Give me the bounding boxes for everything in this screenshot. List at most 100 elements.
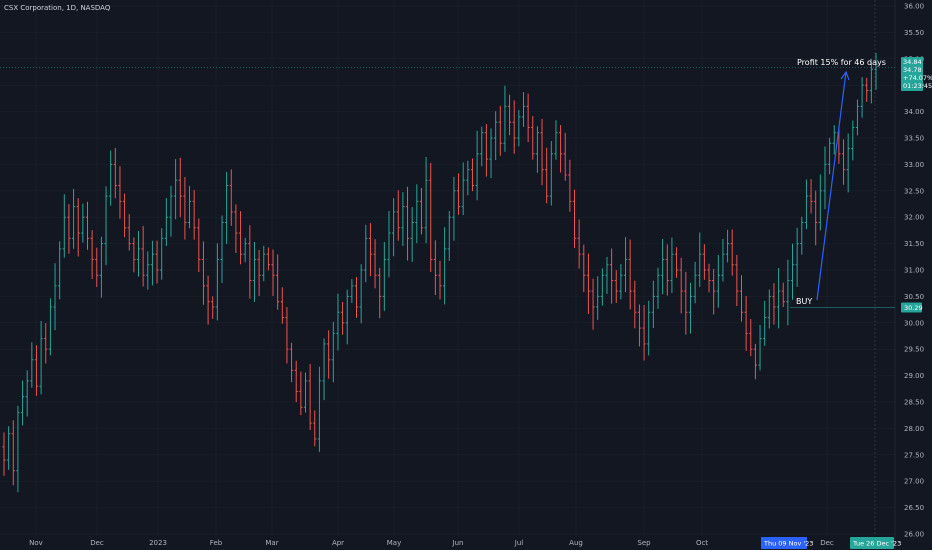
ohlc-bar [7, 426, 11, 470]
x-tick-label: Apr [332, 539, 344, 547]
ohlc-bar [303, 372, 308, 413]
ohlc-bar [614, 270, 618, 303]
profit-label: Profit 15% for 46 days [797, 58, 886, 67]
ohlc-bar [851, 120, 855, 161]
ohlc-bar [665, 244, 669, 296]
ohlc-bar [285, 307, 289, 364]
ohlc-bar [526, 93, 530, 143]
ohlc-bar [568, 159, 572, 212]
ohlc-bar [447, 210, 451, 261]
ohlc-bar [62, 194, 66, 258]
ohlc-bar [16, 405, 20, 493]
x-tick-label: Oct [696, 539, 708, 547]
ohlc-bar [197, 218, 201, 272]
y-tick-label: 31.00 [904, 267, 924, 275]
y-tick-label: 29.50 [904, 346, 924, 354]
ohlc-bar [758, 324, 762, 371]
ohlc-bar [11, 420, 15, 486]
ohlc-bar [772, 283, 776, 325]
ohlc-bar [637, 304, 642, 347]
ohlc-bar [271, 249, 275, 296]
ohlc-bar [25, 370, 29, 417]
ohlc-bar [243, 237, 247, 263]
x-tick-label: 2023 [149, 539, 167, 547]
ohlc-bar [489, 128, 493, 179]
ohlc-bar [735, 254, 739, 307]
ohlc-bar [336, 293, 340, 351]
y-tick-label: 33.00 [904, 161, 924, 169]
x-tick-label: Dec [820, 539, 834, 547]
y-tick-label: 29.00 [904, 372, 924, 380]
ohlc-bar [577, 219, 581, 269]
ohlc-bar [865, 77, 869, 102]
y-tick-label: 27.00 [904, 478, 924, 486]
ohlc-bar [81, 203, 85, 243]
ohlc-bar [475, 130, 479, 201]
time-axis[interactable]: Nov Dec 2023 Feb Mar Apr May Jun Jul Aug Sep Oct Dec [29, 539, 834, 547]
ohlc-bar [169, 185, 173, 237]
ohlc-bar [869, 62, 873, 104]
ohlc-bar [443, 227, 447, 305]
ohlc-bar [498, 105, 502, 156]
ohlc-bar [814, 190, 818, 246]
ohlc-bar [368, 223, 373, 277]
ohlc-bar [155, 240, 159, 284]
ohlc-bar [656, 267, 660, 309]
current-price-badge [901, 57, 923, 91]
ohlc-bar [257, 249, 261, 296]
ohlc-bar [623, 237, 628, 293]
current-price-text: 34.84 [903, 58, 922, 66]
ohlc-bar [776, 268, 781, 329]
ohlc-bar [804, 179, 809, 229]
ohlc-bar [359, 264, 363, 324]
ohlc-bar [790, 243, 795, 300]
ohlc-bar [90, 230, 94, 280]
ohlc-bar [521, 92, 526, 127]
buy-price-badge [901, 302, 922, 313]
ohlc-bar [642, 305, 646, 361]
y-tick-label: 32.50 [904, 187, 924, 195]
ohlc-bar [317, 366, 322, 452]
ohlc-bar [127, 214, 131, 251]
ohlc-bar [178, 157, 182, 218]
chart-title: CSX Corporation, 1D, NASDAQ [4, 4, 111, 12]
ohlc-bar [248, 225, 252, 299]
start-date-text: Thu 09 Nov '23 [763, 540, 813, 548]
ohlc-bar [554, 120, 558, 160]
ohlc-bar [558, 125, 563, 173]
y-tick-label: 27.50 [904, 451, 924, 459]
ohlc-bar [238, 211, 243, 265]
ohlc-bar [122, 193, 127, 238]
x-tick-label: Nov [29, 539, 43, 547]
ohlc-bar [466, 160, 470, 196]
ohlc-bar [262, 245, 266, 282]
ohlc-bar [818, 174, 822, 231]
ohlc-bar [684, 271, 688, 335]
end-date-badge [850, 537, 894, 549]
buy-price-text: 30.29 [904, 304, 923, 312]
ohlc-bar [800, 216, 804, 255]
x-tick-label: Jul [514, 539, 524, 547]
ohlc-bar [373, 239, 377, 289]
ohlc-bar [874, 53, 878, 90]
ohlc-bar [586, 253, 591, 314]
x-tick-label: Sep [637, 539, 651, 547]
ohlc-bar [289, 342, 294, 383]
ohlc-bar [841, 139, 846, 185]
y-tick-label: 30.50 [904, 293, 924, 301]
ohlc-bar [679, 257, 683, 314]
ohlc-bar [832, 125, 836, 155]
y-tick-label: 36.00 [904, 3, 924, 11]
ohlc-bar [535, 126, 540, 173]
ohlc-bar [322, 338, 326, 401]
ohlc-bar [781, 282, 785, 308]
y-tick-label: 31.50 [904, 240, 924, 248]
ohlc-bar [76, 198, 80, 257]
ohlc-bar [512, 100, 516, 154]
ohlc-bar [753, 343, 758, 380]
ohlc-bar [2, 432, 6, 476]
ohlc-bar [364, 224, 368, 283]
ohlc-bar [846, 133, 850, 193]
ohlc-bar [327, 330, 331, 379]
